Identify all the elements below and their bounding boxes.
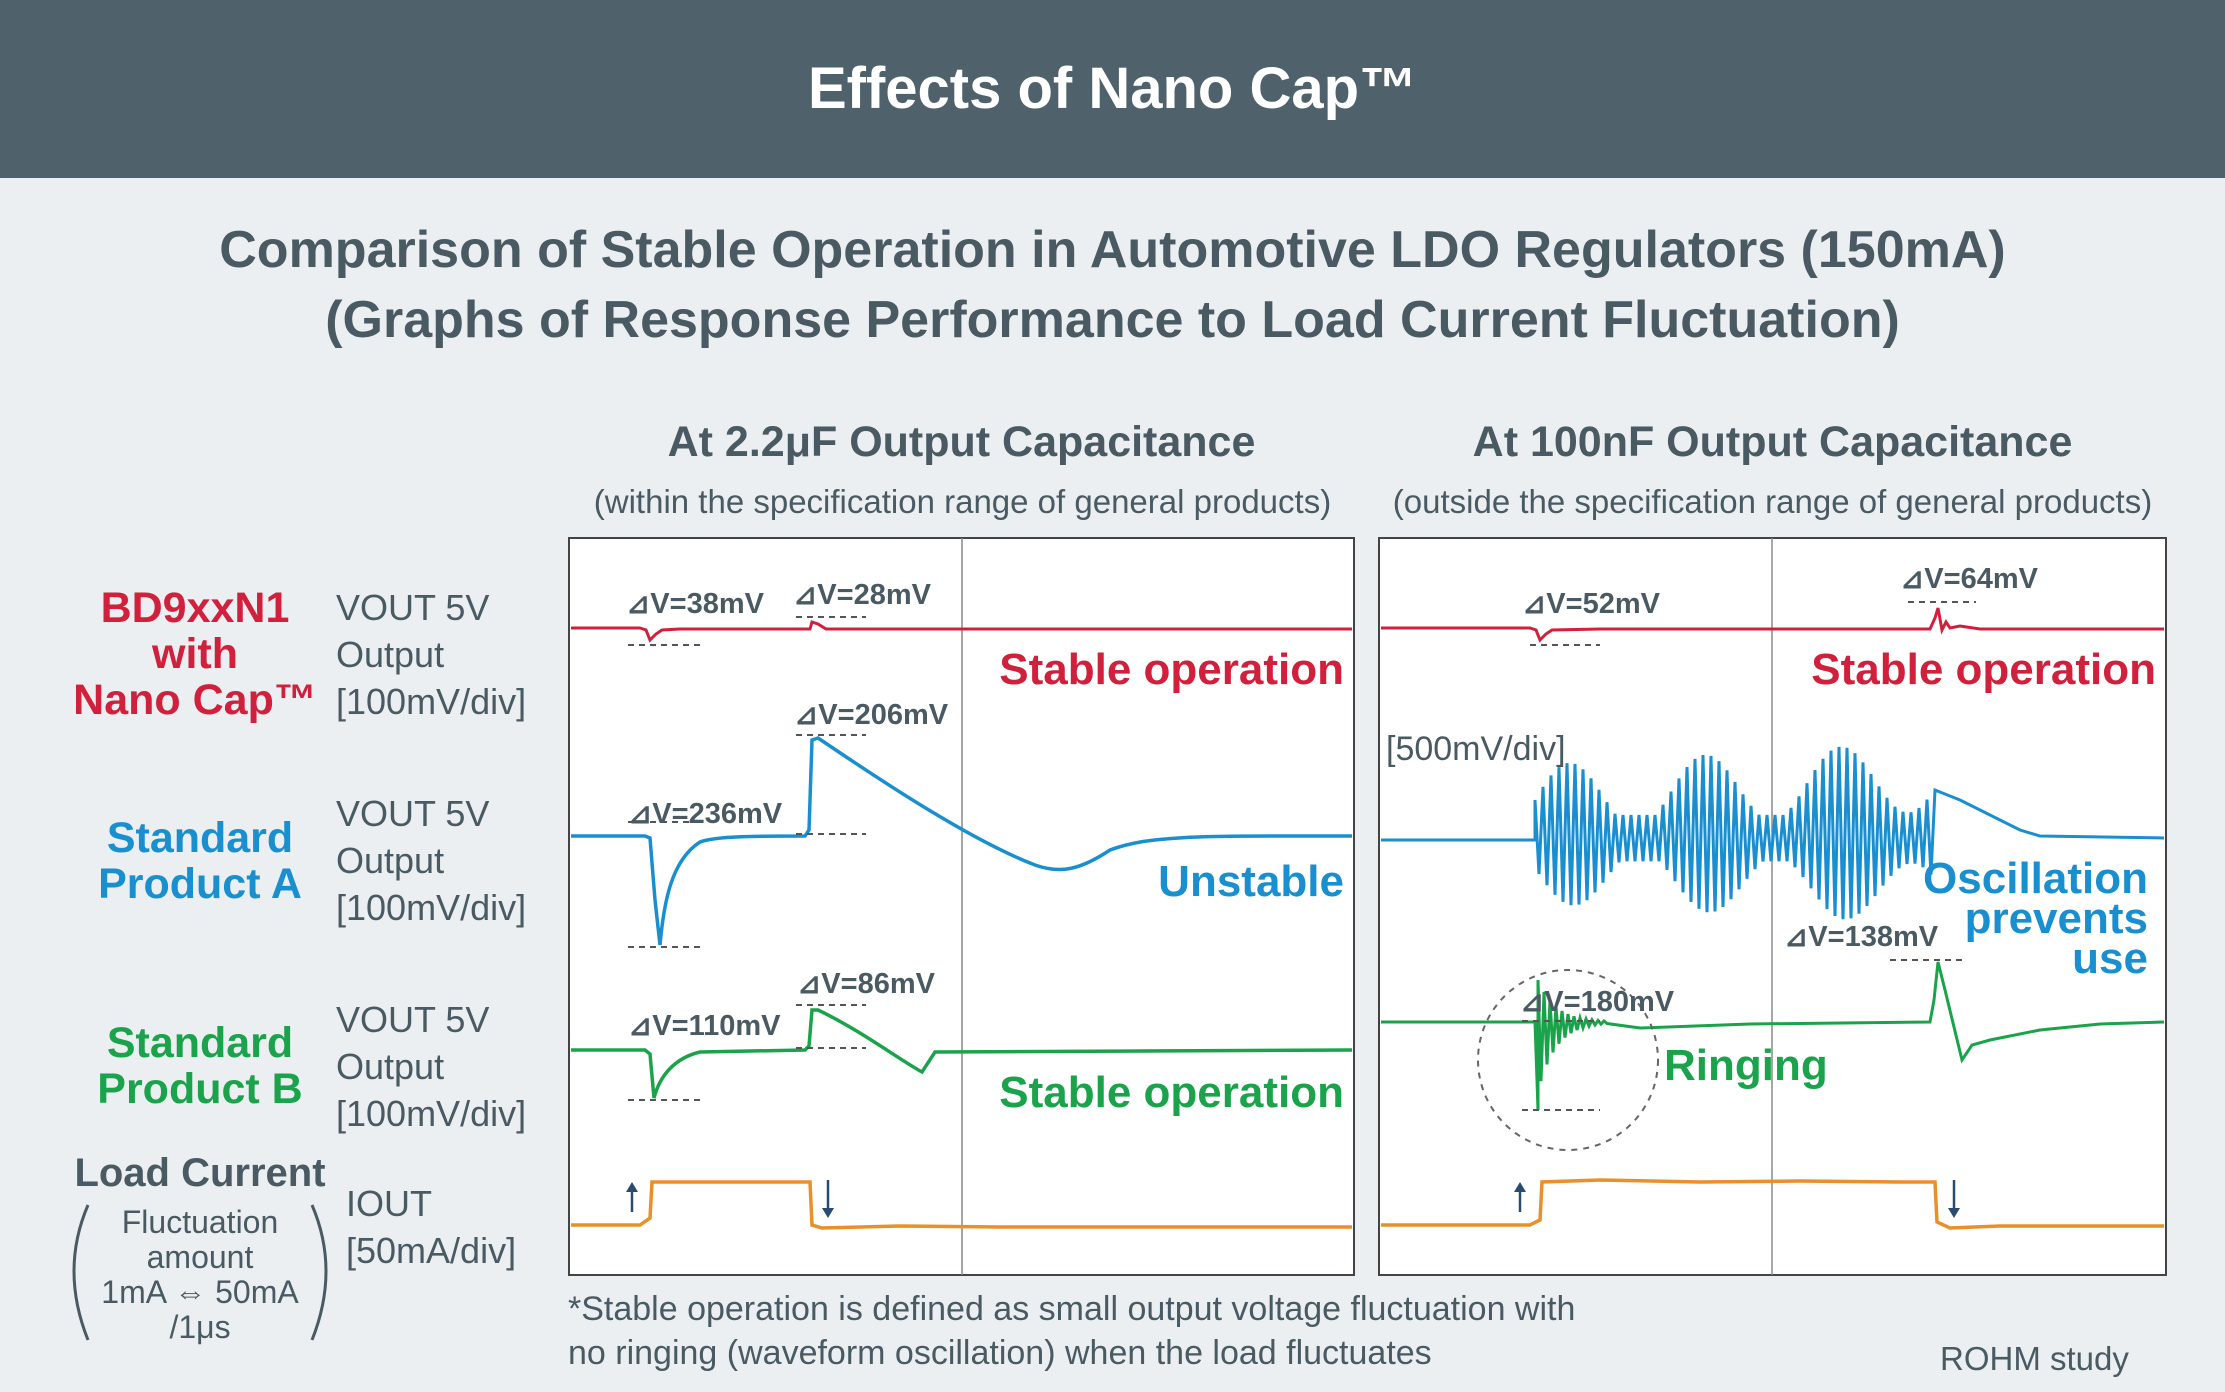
panel-1-green-result: Stable operation: [999, 1068, 1344, 1117]
panel-2-down-arrow-head: [1948, 1208, 1960, 1218]
load-fluctuation-note: Fluctuation amount 1mA ⇔ 50mA/1μs: [101, 1204, 299, 1345]
panel-2-dv-64: ⊿V=64mV: [1900, 563, 2039, 595]
panel-1-dv-28: ⊿V=28mV: [793, 579, 932, 611]
panel-2-blue-result-1: Oscillation: [1923, 854, 2148, 903]
panel-1-dv-110: ⊿V=110mV: [628, 1010, 781, 1042]
panel-1-blue-trace: [571, 736, 1353, 946]
panel-2-scale-note: [500mV/div]: [1386, 730, 1566, 768]
panel-1-red-trace: [571, 620, 1352, 643]
panel-2-dv-52: ⊿V=52mV: [1522, 588, 1661, 620]
header-bar: Effects of Nano Cap™: [0, 0, 2225, 178]
axis-note-row-2: VOUT 5V Output [100mV/div]: [336, 793, 527, 928]
axis-note-row-3: VOUT 5V Output [100mV/div]: [336, 999, 527, 1134]
panel-2-subtitle: (outside the specification range of gene…: [1392, 483, 2153, 520]
footnote-line-2: no ringing (waveform oscillation) when t…: [568, 1334, 1432, 1372]
panel-2-green-trace: [1381, 961, 2165, 1111]
panel-1-green-trace: [571, 1008, 1353, 1099]
panel-2-title: At 100nF Output Capacitance: [1472, 418, 2073, 466]
panel-1-down-arrow-head: [822, 1208, 834, 1218]
row-label-product-a: Standard Product A: [98, 814, 302, 908]
subtitle-line-2: (Graphs of Response Performance to Load …: [325, 291, 1900, 349]
panel-1-title: At 2.2μF Output Capacitance: [667, 418, 1256, 466]
panel-2-blue-result-2: prevents: [1965, 894, 2148, 943]
axis-note-row-1: VOUT 5V Output [100mV/div]: [336, 587, 527, 722]
panel-2-red-result: Stable operation: [1811, 645, 2156, 694]
subtitle-line-1: Comparison of Stable Operation in Automo…: [219, 221, 2006, 279]
panel-1-dv-38: ⊿V=38mV: [626, 588, 765, 620]
page-title: Effects of Nano Cap™: [807, 56, 1418, 121]
panel-1-subtitle: (within the specification range of gener…: [593, 483, 1332, 520]
axis-note-row-4: IOUT [50mA/div]: [346, 1183, 517, 1271]
row-label-product-b: Standard Product B: [97, 1019, 303, 1113]
panel-2-orange-trace: [1381, 1178, 2164, 1230]
footnote-line-1: *Stable operation is defined as small ou…: [568, 1290, 1576, 1328]
panel-2-blue-trace: [1381, 746, 2165, 920]
panel-1-red-result: Stable operation: [999, 645, 1344, 694]
panel-2-dv-138: ⊿V=138mV: [1784, 921, 1939, 953]
row-label-bd9xxn1: BD9xxN1 with Nano Cap™: [73, 584, 317, 724]
panel-1-dv-236: ⊿V=236mV: [628, 798, 783, 830]
panel-2-red-trace: [1381, 607, 2164, 643]
panel-1-orange-trace: [571, 1180, 1352, 1230]
ringing-highlight-circle: [1477, 969, 1659, 1151]
panel-2-blue-result-3: use: [2072, 934, 2148, 983]
left-bracket: [72, 1204, 90, 1341]
row-label-load-current: Load Current: [74, 1151, 326, 1195]
panel-2-dv-180: ⊿V=180mV: [1520, 986, 1675, 1018]
panel-1-dv-86: ⊿V=86mV: [797, 968, 936, 1000]
source-credit: ROHM study: [1940, 1340, 2129, 1377]
panel-1-up-arrow-head: [626, 1182, 638, 1192]
panel-1-dv-206: ⊿V=206mV: [794, 699, 949, 731]
panel-1-blue-result: Unstable: [1158, 857, 1344, 906]
panel-2-green-result: Ringing: [1664, 1041, 1828, 1090]
panel-2-up-arrow-head: [1514, 1182, 1526, 1192]
right-bracket: [310, 1204, 328, 1341]
